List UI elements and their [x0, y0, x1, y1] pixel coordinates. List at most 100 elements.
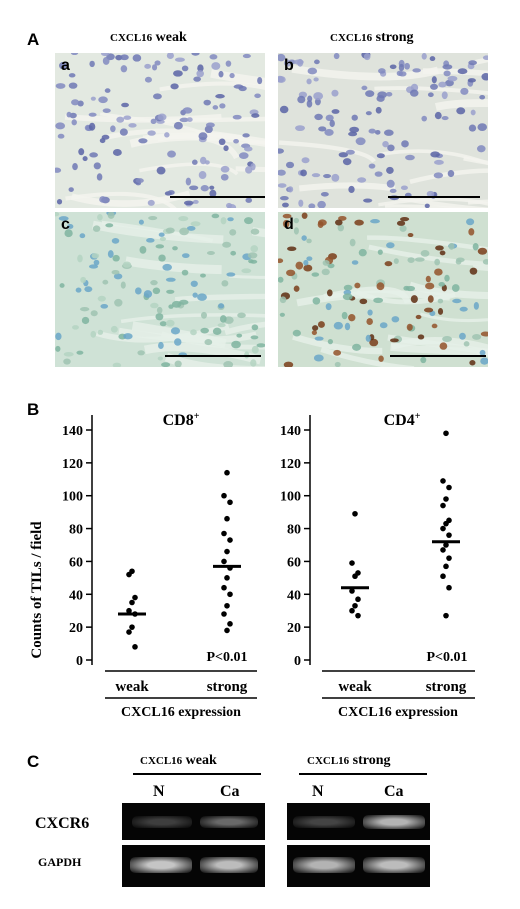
- chart2-category-weak: weak: [338, 679, 372, 695]
- data-point: [126, 629, 132, 635]
- header-prefix: CXCL16: [140, 755, 183, 767]
- micrograph-label: c: [61, 216, 70, 233]
- gel-weak: [122, 803, 265, 887]
- tissue-texture: [278, 212, 488, 367]
- data-point: [443, 520, 449, 527]
- chart1-tick-group: 0 20 40 60 80 100 120 140: [62, 424, 92, 669]
- y-tick-label: 40: [287, 588, 301, 603]
- data-point: [446, 584, 452, 591]
- data-point: [443, 612, 449, 619]
- tissue-texture: [278, 53, 488, 208]
- data-point: [440, 547, 446, 553]
- data-point: [126, 607, 132, 614]
- panel-c-letter: C: [27, 752, 40, 771]
- chart2-group-label: CXCL16 expression: [338, 705, 458, 720]
- data-point: [349, 607, 355, 614]
- micrograph-label: b: [284, 57, 294, 74]
- data-point: [440, 478, 446, 484]
- y-tick-label: 60: [287, 555, 301, 570]
- panel-b-letter: B: [27, 400, 40, 419]
- data-point: [352, 573, 358, 580]
- data-point: [129, 599, 135, 606]
- data-point: [352, 602, 358, 609]
- chart2-title: CD4+: [384, 411, 421, 429]
- data-point: [221, 558, 227, 565]
- band-cxcr6-n-weak: [132, 816, 192, 828]
- y-tick-label: 120: [280, 457, 301, 472]
- band-cxcr6-ca-strong: [363, 815, 425, 829]
- data-point: [224, 515, 230, 522]
- data-point: [227, 537, 233, 543]
- y-tick-label: 40: [69, 588, 83, 603]
- panel-c-header-weak: CXCL16 weak: [140, 753, 217, 769]
- panel-a-header-weak: CXCL16 weak: [110, 30, 187, 46]
- y-axis-label: Counts of TILs / field: [29, 521, 45, 659]
- header-prefix: CXCL16: [330, 32, 373, 44]
- panel-c-header-strong: CXCL16 strong: [307, 753, 391, 769]
- lane-label-ca-weak: Ca: [220, 783, 240, 800]
- lane-label-n-weak: N: [153, 783, 165, 800]
- data-point: [349, 588, 355, 594]
- header-word: weak: [155, 30, 187, 45]
- tissue-texture: [55, 53, 265, 208]
- chart1-category-strong: strong: [207, 679, 248, 695]
- band-gapdh-n-weak: [130, 857, 192, 873]
- gel-gap: [287, 840, 430, 845]
- data-point: [349, 560, 355, 566]
- chart1-pvalue: P<0.01: [206, 650, 247, 665]
- y-tick-label: 20: [69, 621, 83, 636]
- scale-bar: [390, 355, 486, 357]
- panel-c-underline-strong: [299, 773, 427, 775]
- header-word: weak: [185, 753, 217, 768]
- y-tick-label: 100: [280, 490, 301, 505]
- y-tick-label: 80: [69, 523, 83, 538]
- y-tick-label: 0: [294, 654, 301, 669]
- chart2-marks: [341, 430, 460, 619]
- y-tick-label: 100: [62, 490, 83, 505]
- data-point: [446, 484, 452, 491]
- panel-b-charts: Counts of TILs / field 0 20 40 60 80 100 120 14…: [29, 411, 475, 720]
- data-point: [224, 627, 230, 634]
- data-point: [221, 492, 227, 499]
- data-point: [440, 502, 446, 509]
- data-point: [221, 584, 227, 591]
- data-point: [224, 548, 230, 555]
- y-tick-label: 140: [280, 424, 301, 439]
- data-point: [224, 602, 230, 609]
- chart1-marks: [118, 469, 241, 650]
- data-point: [221, 530, 227, 537]
- header-word: strong: [352, 753, 391, 768]
- micrograph-a: a: [55, 53, 265, 208]
- data-point: [224, 575, 230, 581]
- y-tick-label: 80: [287, 523, 301, 538]
- gel-strong: [287, 803, 430, 887]
- data-point: [440, 525, 446, 532]
- data-point: [443, 563, 449, 570]
- data-point: [443, 542, 449, 548]
- data-point: [129, 624, 135, 630]
- chart2-category-strong: strong: [426, 679, 467, 695]
- micrograph-label: d: [284, 216, 294, 233]
- scale-bar: [388, 196, 480, 198]
- data-point: [355, 612, 361, 619]
- panel-c-underline-weak: [133, 773, 261, 775]
- header-prefix: CXCL16: [307, 755, 350, 767]
- data-point: [443, 496, 449, 502]
- band-gapdh-ca-strong: [363, 857, 425, 873]
- panel-a-header-strong: CXCL16 strong: [330, 30, 414, 46]
- micrograph-c: c: [55, 212, 265, 367]
- micrograph-d: d: [278, 212, 488, 367]
- lane-label-n-strong: N: [312, 783, 324, 800]
- y-tick-label: 120: [62, 457, 83, 472]
- header-prefix: CXCL16: [110, 32, 153, 44]
- data-point: [227, 591, 233, 598]
- panel-a-letter: A: [27, 30, 40, 49]
- data-point: [227, 499, 233, 506]
- data-point: [132, 644, 138, 650]
- scale-bar: [170, 196, 265, 198]
- row-label-gapdh: GAPDH: [38, 855, 82, 869]
- header-word: strong: [375, 30, 414, 45]
- chart1-title: CD8+: [163, 411, 200, 429]
- band-gapdh-n-strong: [293, 857, 355, 873]
- micrograph-b: b: [278, 53, 488, 208]
